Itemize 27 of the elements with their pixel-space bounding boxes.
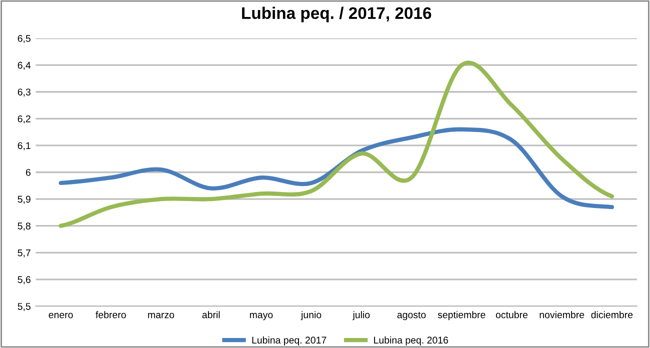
y-tick-label: 5,5 bbox=[18, 303, 30, 312]
x-tick-label: diciembre bbox=[591, 311, 633, 318]
x-tick-label: julio bbox=[352, 311, 370, 320]
x-tick-label: febrero bbox=[96, 311, 126, 318]
y-tick-label: 5,9 bbox=[18, 196, 30, 204]
y-tick-label: 6,2 bbox=[18, 115, 30, 124]
y-tick-label: 5,6 bbox=[18, 276, 30, 284]
line-series bbox=[58, 127, 614, 210]
y-tick-label: 5,7 bbox=[18, 249, 30, 258]
x-tick-label: noviembre bbox=[540, 311, 584, 318]
y-tick-label: 6 bbox=[26, 168, 30, 176]
x-tick-label: mayo bbox=[250, 312, 273, 320]
chart-title: Lubina peq. / 2017, 2016 bbox=[242, 6, 432, 22]
x-tick-label: agosto bbox=[397, 312, 426, 320]
y-tick-label: 6,4 bbox=[18, 62, 31, 70]
legend-label: Lubina peq. 2016 bbox=[374, 336, 448, 346]
x-tick-label: junio bbox=[300, 311, 322, 320]
y-tick-label: 5,8 bbox=[18, 222, 30, 231]
x-tick-label: septiembre bbox=[438, 311, 486, 320]
y-tick-label: 6,3 bbox=[18, 88, 30, 97]
x-tick-label: octubre bbox=[496, 311, 528, 318]
legend-label: Lubina peq. 2017 bbox=[252, 336, 326, 346]
y-tick-label: 6,1 bbox=[18, 142, 30, 150]
y-tick-label: 6,5 bbox=[18, 35, 30, 44]
x-tick-label: enero bbox=[48, 312, 73, 318]
x-tick-label: abril bbox=[202, 311, 220, 318]
x-tick-label: marzo bbox=[148, 312, 174, 318]
